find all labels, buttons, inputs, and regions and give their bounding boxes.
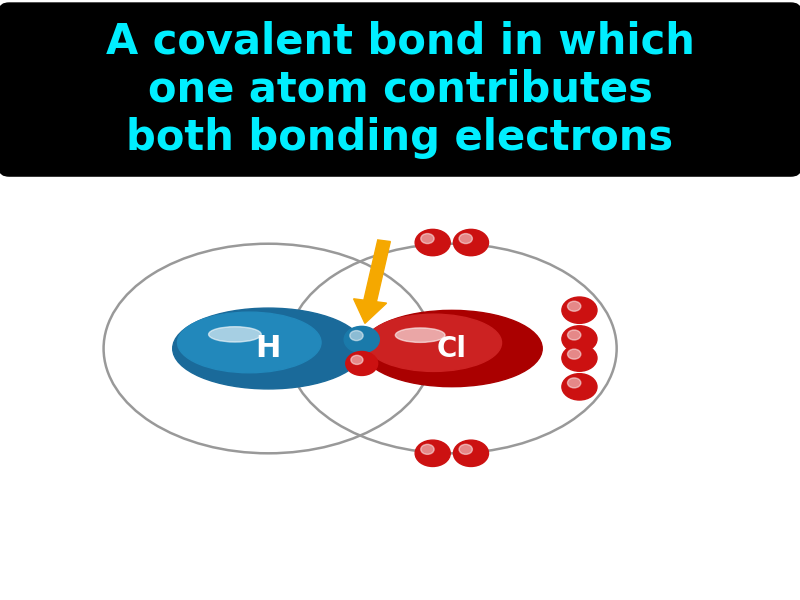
Circle shape [454,440,489,466]
Circle shape [421,445,434,454]
Circle shape [562,297,597,323]
Ellipse shape [209,326,262,342]
FancyArrow shape [354,240,390,323]
Text: Cl: Cl [437,335,467,362]
Ellipse shape [362,310,542,386]
Circle shape [459,445,472,454]
Text: H: H [256,334,281,363]
Circle shape [567,330,581,340]
Circle shape [562,374,597,400]
Circle shape [562,326,597,352]
Text: A covalent bond in which
one atom contributes
both bonding electrons: A covalent bond in which one atom contri… [106,20,694,160]
FancyBboxPatch shape [0,3,800,176]
Circle shape [415,440,450,466]
Circle shape [344,326,379,353]
Circle shape [421,233,434,244]
Circle shape [567,301,581,311]
Ellipse shape [366,314,502,371]
Ellipse shape [395,328,445,343]
Ellipse shape [173,308,364,389]
Circle shape [346,352,378,376]
Circle shape [351,355,363,364]
Circle shape [350,331,363,341]
Circle shape [459,233,472,244]
Circle shape [454,229,489,256]
Ellipse shape [178,312,321,373]
Circle shape [567,378,581,388]
Circle shape [415,229,450,256]
Circle shape [562,345,597,371]
Circle shape [567,349,581,359]
